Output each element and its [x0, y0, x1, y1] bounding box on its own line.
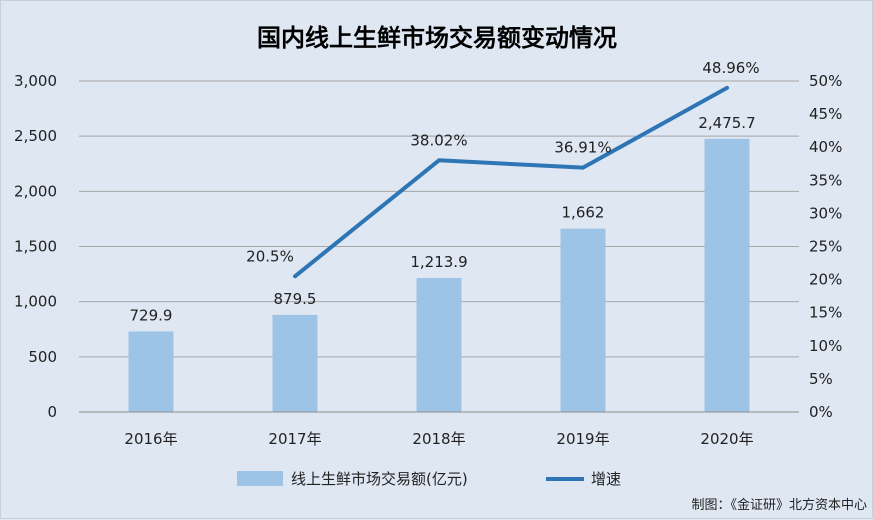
right-axis-tick-label: 0%: [809, 403, 833, 421]
bar-data-label: 1,213.9: [410, 253, 467, 271]
x-axis-tick-label: 2017年: [268, 430, 321, 448]
x-axis-tick-label: 2019年: [556, 430, 609, 448]
bar-data-label: 879.5: [274, 290, 317, 308]
legend-label-line: 增速: [591, 470, 621, 488]
right-axis-tick-label: 45%: [809, 105, 842, 123]
left-y-axis: 0 500 1,000 1,500 2,000 2,500 3,000: [14, 72, 57, 421]
bar-data-labels: 729.9 879.5 1,213.9 1,662 2,475.7: [130, 114, 756, 325]
line-data-labels: 20.5% 38.02% 36.91% 48.96%: [246, 59, 759, 265]
bar-data-label: 1,662: [562, 204, 605, 222]
growth-line: [293, 85, 729, 279]
legend: 线上生鲜市场交易额(亿元) 增速: [237, 470, 621, 488]
x-axis-tick-label: 2020年: [700, 430, 753, 448]
bar: [272, 314, 318, 412]
right-axis-tick-label: 50%: [809, 72, 842, 90]
right-axis-tick-label: 25%: [809, 238, 842, 256]
left-axis-tick-label: 1,000: [14, 293, 57, 311]
bar: [416, 278, 462, 412]
right-y-axis: 0% 5% 10% 15% 20% 25% 30% 35% 40% 45% 50%: [809, 72, 842, 421]
right-axis-tick-label: 15%: [809, 304, 842, 322]
left-axis-tick-label: 2,500: [14, 127, 57, 145]
left-axis-tick-label: 500: [28, 348, 57, 366]
line-data-label: 38.02%: [410, 131, 467, 149]
left-axis-tick-label: 3,000: [14, 72, 57, 90]
bar: [560, 228, 606, 412]
legend-swatch-bar: [237, 471, 283, 486]
x-axis: 2016年 2017年 2018年 2019年 2020年: [79, 411, 799, 448]
line-data-label: 48.96%: [702, 59, 759, 77]
right-axis-tick-label: 40%: [809, 138, 842, 156]
chart-title: 国内线上生鲜市场交易额变动情况: [257, 24, 617, 52]
right-axis-tick-label: 10%: [809, 337, 842, 355]
x-axis-tick-label: 2018年: [412, 430, 465, 448]
right-axis-tick-label: 30%: [809, 204, 842, 222]
x-axis-tick-label: 2016年: [124, 430, 177, 448]
right-axis-tick-label: 5%: [809, 370, 833, 388]
chart-source-note: 制图：《金证研》北方资本中心: [691, 497, 867, 513]
right-axis-tick-label: 35%: [809, 171, 842, 189]
bar-series: [128, 138, 750, 412]
left-axis-tick-label: 1,500: [14, 238, 57, 256]
line-series: [293, 85, 729, 279]
line-data-label: 36.91%: [554, 139, 611, 157]
bar: [128, 331, 174, 412]
right-axis-tick-label: 20%: [809, 271, 842, 289]
line-data-label: 20.5%: [246, 247, 294, 265]
legend-label-bar: 线上生鲜市场交易额(亿元): [291, 470, 468, 488]
bar-data-label: 2,475.7: [698, 114, 755, 132]
bar-data-label: 729.9: [130, 306, 173, 324]
left-axis-tick-label: 0: [47, 403, 57, 421]
bar: [704, 138, 750, 412]
left-axis-tick-label: 2,000: [14, 182, 57, 200]
